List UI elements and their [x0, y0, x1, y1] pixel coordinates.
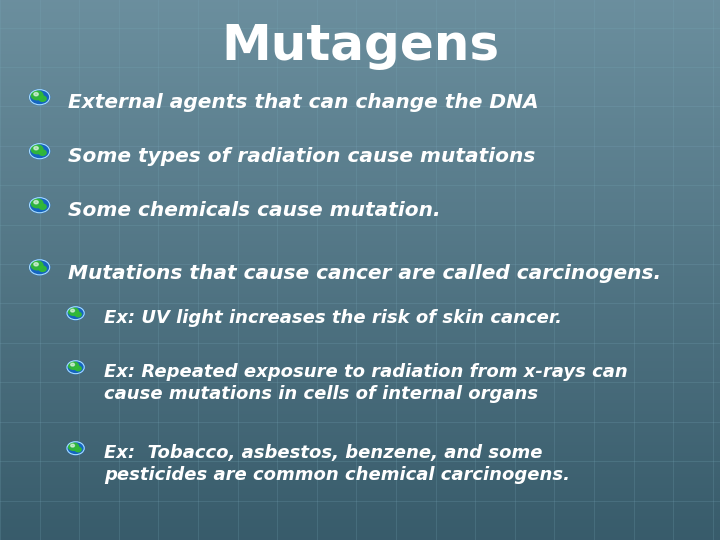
Circle shape [31, 91, 43, 100]
Circle shape [34, 146, 38, 150]
Circle shape [68, 362, 78, 369]
Text: Some types of radiation cause mutations: Some types of radiation cause mutations [68, 147, 536, 166]
Text: External agents that can change the DNA: External agents that can change the DNA [68, 93, 539, 112]
Text: Ex: UV light increases the risk of skin cancer.: Ex: UV light increases the risk of skin … [104, 309, 562, 327]
Circle shape [75, 312, 81, 317]
Circle shape [71, 444, 74, 447]
Circle shape [71, 363, 74, 366]
Circle shape [71, 309, 74, 312]
Circle shape [75, 447, 81, 452]
Circle shape [39, 266, 46, 272]
Circle shape [31, 199, 43, 208]
Circle shape [67, 361, 84, 374]
Text: Some chemicals cause mutation.: Some chemicals cause mutation. [68, 201, 441, 220]
Circle shape [34, 200, 38, 204]
Circle shape [67, 442, 84, 455]
Text: Ex:  Tobacco, asbestos, benzene, and some
pesticides are common chemical carcino: Ex: Tobacco, asbestos, benzene, and some… [104, 444, 570, 484]
Text: Mutagens: Mutagens [221, 22, 499, 70]
Circle shape [30, 198, 50, 213]
Circle shape [31, 261, 43, 270]
Text: Mutations that cause cancer are called carcinogens.: Mutations that cause cancer are called c… [68, 264, 662, 282]
Circle shape [67, 307, 84, 320]
Circle shape [30, 260, 50, 275]
Circle shape [39, 96, 46, 102]
Circle shape [34, 262, 38, 266]
Circle shape [68, 443, 78, 450]
Circle shape [31, 145, 43, 154]
Circle shape [75, 366, 81, 371]
Circle shape [34, 92, 38, 96]
Circle shape [30, 144, 50, 159]
Circle shape [39, 150, 46, 156]
Circle shape [68, 308, 78, 315]
Circle shape [30, 90, 50, 105]
Circle shape [39, 204, 46, 210]
Text: Ex: Repeated exposure to radiation from x-rays can
cause mutations in cells of i: Ex: Repeated exposure to radiation from … [104, 363, 628, 403]
